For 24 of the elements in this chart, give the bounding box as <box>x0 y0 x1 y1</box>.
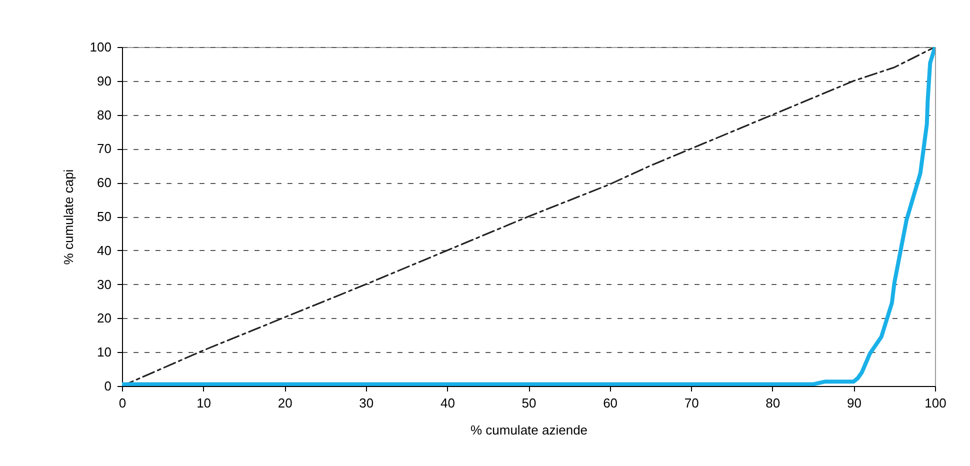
y-tick-label: 60 <box>97 175 112 190</box>
y-tick-label: 80 <box>97 107 112 122</box>
y-tick-label: 100 <box>90 40 112 54</box>
x-tick-label: 50 <box>522 396 536 410</box>
y-tick-label: 50 <box>97 209 112 224</box>
y-tick-label: 70 <box>97 141 112 156</box>
x-axis-title: % cumulate aziende <box>470 422 588 438</box>
x-tick-label: 30 <box>359 396 374 410</box>
y-tick-label: 20 <box>97 310 112 326</box>
x-tick-label: 90 <box>846 396 862 410</box>
y-tick-label: 90 <box>97 73 112 88</box>
y-tick-label: 0 <box>104 378 112 394</box>
x-tick-label: 60 <box>603 396 618 410</box>
y-tick-label: 40 <box>97 242 112 258</box>
y-axis-title: % cumulate capi <box>60 169 76 265</box>
x-tick-label: 100 <box>924 396 946 410</box>
y-tick-label: 10 <box>97 344 112 360</box>
x-tick-label: 10 <box>196 396 212 410</box>
x-tick-label: 80 <box>766 396 780 410</box>
y-tick-label: 30 <box>97 276 112 292</box>
x-tick-label: 20 <box>278 396 292 410</box>
x-tick-label: 0 <box>118 396 126 410</box>
x-tick-label: 40 <box>440 396 455 410</box>
x-tick-label: 70 <box>684 396 699 410</box>
